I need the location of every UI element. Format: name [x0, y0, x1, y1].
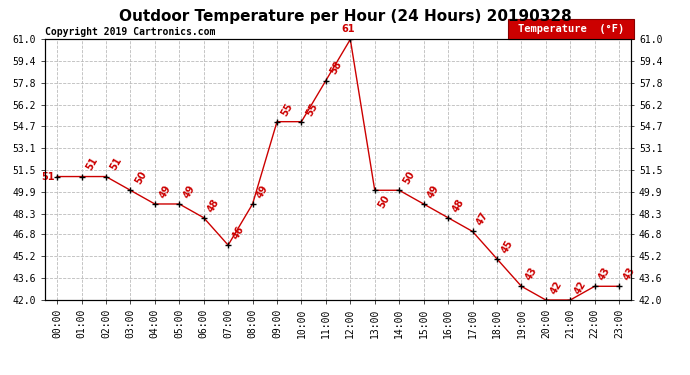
- Text: 42: 42: [573, 279, 588, 296]
- Text: 55: 55: [304, 101, 319, 118]
- Text: 49: 49: [181, 183, 197, 200]
- Text: 50: 50: [133, 170, 148, 186]
- Text: 43: 43: [597, 266, 613, 282]
- Text: 51: 51: [84, 156, 99, 172]
- Text: 61: 61: [341, 24, 355, 34]
- Text: 48: 48: [451, 197, 466, 214]
- Text: 46: 46: [230, 224, 246, 241]
- Text: 43: 43: [524, 266, 540, 282]
- Text: Copyright 2019 Cartronics.com: Copyright 2019 Cartronics.com: [45, 27, 215, 37]
- Text: 51: 51: [108, 156, 124, 172]
- Text: 49: 49: [426, 183, 442, 200]
- FancyBboxPatch shape: [508, 18, 634, 39]
- Text: 51: 51: [41, 171, 55, 182]
- Text: Outdoor Temperature per Hour (24 Hours) 20190328: Outdoor Temperature per Hour (24 Hours) …: [119, 9, 571, 24]
- Text: 58: 58: [328, 60, 344, 76]
- Text: 49: 49: [255, 183, 270, 200]
- Text: 55: 55: [279, 101, 295, 118]
- Text: 45: 45: [500, 238, 515, 255]
- Text: 43: 43: [622, 266, 637, 282]
- Text: 50: 50: [376, 193, 391, 210]
- Text: 50: 50: [402, 170, 417, 186]
- Text: 42: 42: [549, 279, 564, 296]
- Text: 49: 49: [157, 183, 172, 200]
- Text: 48: 48: [206, 197, 221, 214]
- Text: Temperature  (°F): Temperature (°F): [518, 24, 624, 34]
- Text: 47: 47: [475, 211, 491, 227]
